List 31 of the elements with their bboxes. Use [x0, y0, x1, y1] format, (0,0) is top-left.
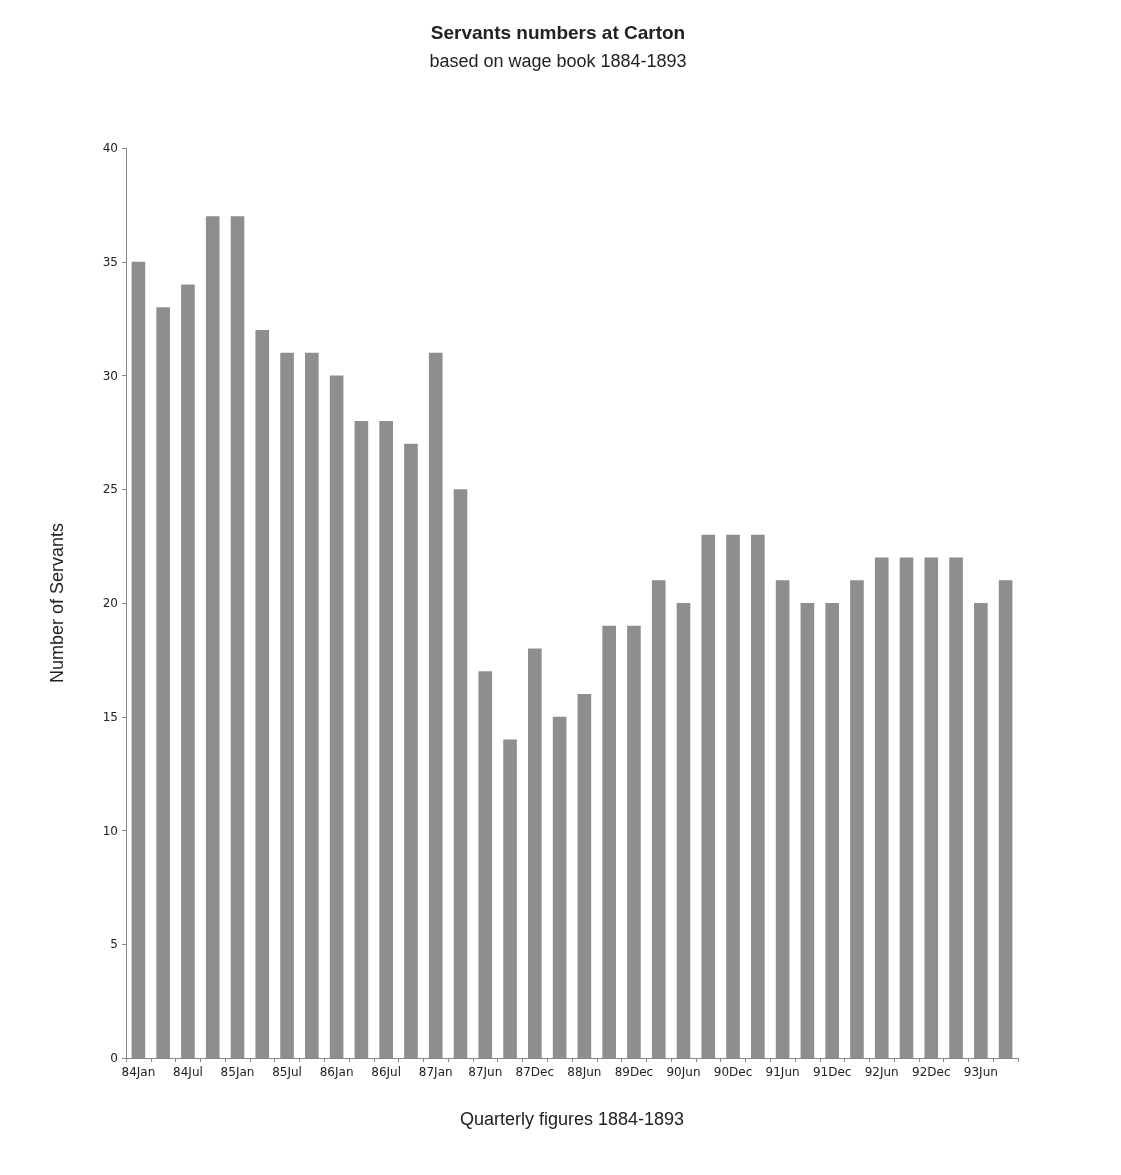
chart-title: Servants numbers at Carton: [430, 22, 686, 43]
chart-subtitle: based on wage book 1884-1893: [429, 51, 687, 71]
x-tick-label: 91Dec: [812, 1065, 852, 1079]
x-tick-label: 88Jun: [567, 1065, 602, 1079]
x-tick-label: 87Jun: [468, 1065, 503, 1079]
x-tick-label: 91Jun: [765, 1065, 800, 1079]
y-tick-label: 30: [102, 368, 118, 383]
x-tick-label: 86Jul: [371, 1065, 402, 1079]
y-tick-label: 25: [102, 482, 118, 497]
y-tick-label: 10: [102, 823, 118, 838]
x-tick-label: 85Jul: [272, 1065, 302, 1079]
x-tick-label: 85Jan: [220, 1065, 255, 1079]
x-tick-label: 87Jan: [418, 1065, 453, 1079]
y-tick-label: 5: [110, 937, 118, 952]
x-tick-label: 89Dec: [614, 1065, 654, 1079]
x-tick-label: 92Dec: [912, 1065, 951, 1079]
x-tick-label: 92Jun: [864, 1065, 899, 1079]
x-tick-label: 84Jul: [173, 1065, 203, 1079]
y-tick-label: 20: [102, 596, 118, 610]
y-tick-label: 35: [102, 254, 118, 269]
x-tick-label: 84Jan: [121, 1065, 156, 1079]
x-tick-label: 87Dec: [515, 1065, 555, 1079]
x-tick-label: 86Jan: [319, 1065, 354, 1079]
y-tick-label: 0: [110, 1051, 118, 1065]
y-tick-label: 15: [102, 709, 118, 724]
x-axis-title: Quarterly figures 1884-1893: [459, 1109, 685, 1129]
y-axis-title: Number of Servants: [47, 522, 67, 684]
x-tick-label: 93Jun: [963, 1065, 998, 1079]
y-tick-label: 40: [102, 141, 118, 155]
x-tick-label: 90Dec: [713, 1065, 753, 1079]
x-tick-label: 90Jun: [666, 1065, 701, 1079]
